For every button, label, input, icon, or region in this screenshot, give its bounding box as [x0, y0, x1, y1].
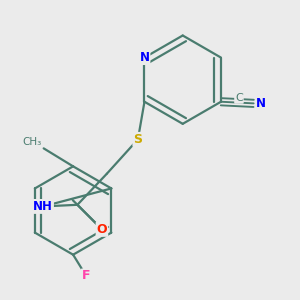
Text: N: N: [256, 97, 266, 110]
Text: F: F: [82, 269, 91, 283]
Text: C: C: [235, 93, 243, 103]
Text: NH: NH: [33, 200, 53, 213]
Text: O: O: [97, 223, 107, 236]
Text: CH₃: CH₃: [23, 137, 42, 147]
Text: S: S: [134, 133, 142, 146]
Text: N: N: [140, 51, 149, 64]
